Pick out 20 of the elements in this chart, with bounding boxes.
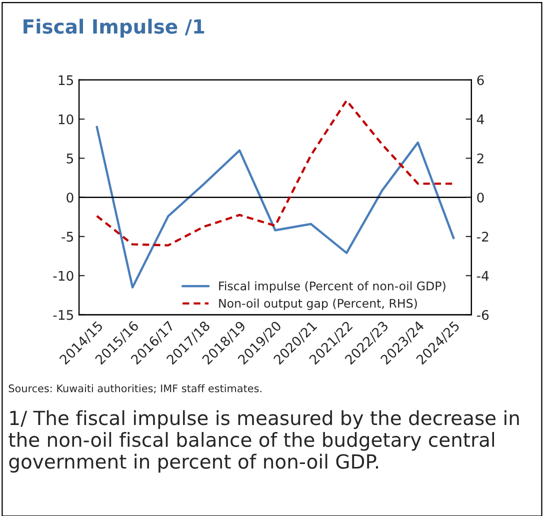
legend-label: Fiscal impulse (Percent of non-oil GDP)	[219, 281, 446, 293]
legend-label: Non-oil output gap (Percent, RHS)	[219, 298, 417, 310]
y-tick-label: 15	[58, 75, 74, 86]
y-tick-label: -10	[53, 270, 74, 281]
y-tick-label: -15	[53, 310, 74, 320]
y2-tick-label: -6	[476, 310, 489, 320]
y-tick-label: -5	[62, 232, 74, 242]
text: 1/ The fiscal impulse is measured by the decrease in the non-oil fiscal balance of the budgetary central government in percent of non-oil GDP.	[8, 410, 519, 473]
y2-tick-label: -4	[476, 271, 489, 281]
y2-tick-label: -2	[476, 232, 488, 242]
y-tick-label: 0	[66, 192, 74, 203]
chart-title: Fiscal Impulse /1	[24, 18, 204, 38]
source-note: Sources: Kuwaiti authorities; IMF staff estimates.	[8, 384, 262, 394]
y2-tick-label: 6	[477, 75, 484, 86]
y2-tick-label: 2	[477, 153, 484, 164]
line-series	[96, 99, 455, 246]
y2-tick-label: 0	[477, 192, 484, 203]
y2-tick-label: 4	[476, 114, 484, 124]
y-tick-label: 10	[58, 114, 74, 124]
y-tick-label: 5	[66, 154, 74, 164]
